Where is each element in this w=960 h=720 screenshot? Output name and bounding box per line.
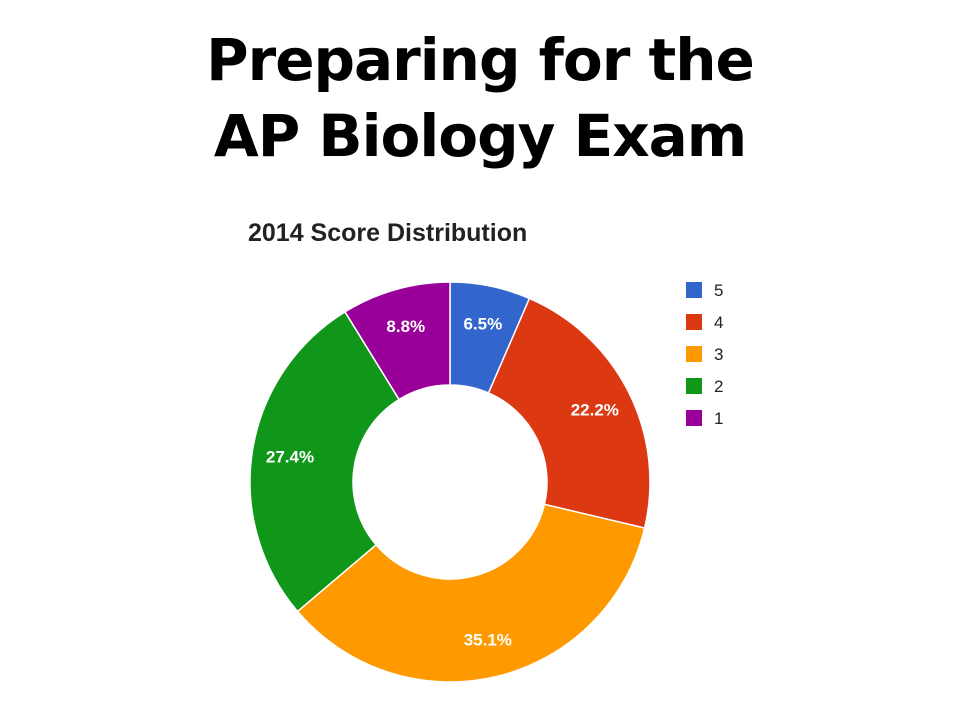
slide-title-line-1: Preparing for the bbox=[206, 26, 755, 94]
donut-slice-score-3 bbox=[296, 503, 646, 683]
slice-label-score-4: 22.2% bbox=[571, 400, 619, 419]
legend-swatch-score-3 bbox=[686, 346, 702, 362]
slice-label-score-3: 35.1% bbox=[464, 631, 512, 650]
legend-swatch-score-2 bbox=[686, 378, 702, 394]
donut-slice-score-1 bbox=[343, 281, 451, 401]
legend-swatch-score-1 bbox=[686, 410, 702, 426]
slide-title-line-2: AP Biology Exam bbox=[213, 102, 747, 170]
legend-label-score-1: 1 bbox=[714, 409, 723, 428]
chart-title: 2014 Score Distribution bbox=[248, 219, 527, 247]
legend-label-score-5: 5 bbox=[714, 281, 723, 300]
slice-label-score-1: 8.8% bbox=[386, 317, 425, 336]
slice-labels: 6.5% 22.2% 35.1% 27.4% 8.8% bbox=[266, 314, 619, 649]
legend-label-score-4: 4 bbox=[714, 313, 723, 332]
legend-swatch-score-5 bbox=[686, 282, 702, 298]
legend: 5 4 3 2 1 bbox=[686, 281, 723, 428]
legend-label-score-3: 3 bbox=[714, 345, 723, 364]
legend-swatch-score-4 bbox=[686, 314, 702, 330]
donut-slices bbox=[249, 281, 651, 683]
slide-title: Preparing for the AP Biology Exam bbox=[0, 22, 960, 174]
slice-label-score-5: 6.5% bbox=[463, 314, 502, 333]
slice-label-score-2: 27.4% bbox=[266, 448, 314, 467]
legend-label-score-2: 2 bbox=[714, 377, 723, 396]
donut-slice-score-4 bbox=[487, 297, 651, 529]
donut-slice-score-2 bbox=[249, 310, 401, 613]
